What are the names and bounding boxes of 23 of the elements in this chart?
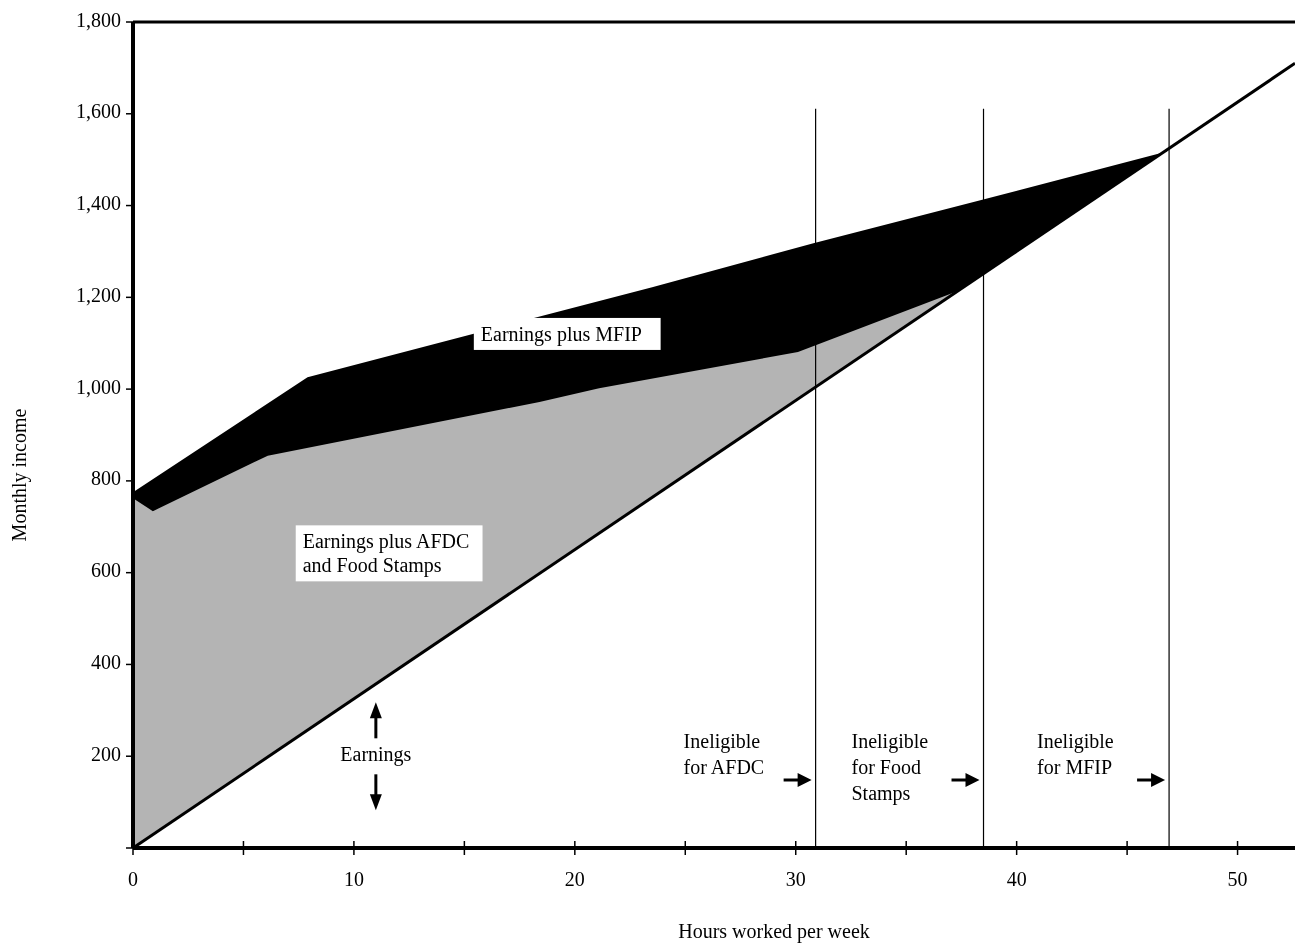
x-tick-label: 20 — [564, 868, 585, 890]
x-tick-label: 10 — [343, 868, 364, 890]
y-tick-label: 1,200 — [76, 283, 121, 306]
ref-line-label: Ineligible for MFIP — [1037, 730, 1114, 778]
y-tick-label: 1,600 — [76, 100, 121, 123]
x-tick-label: 40 — [1006, 868, 1027, 890]
y-tick-label: 1,800 — [76, 8, 121, 31]
y-tick-label: 400 — [91, 651, 121, 674]
x-tick-label: 0 — [128, 868, 138, 890]
series-label: Earnings plus AFDC and Food Stamps — [302, 530, 470, 578]
x-tick-label: 30 — [785, 868, 806, 890]
y-tick-label: 1,400 — [76, 192, 121, 215]
y-tick-label: 600 — [91, 559, 121, 582]
series-label: Earnings plus MFIP — [480, 322, 642, 346]
annotation: Earnings — [340, 742, 412, 766]
ref-line-label: Ineligible for AFDC — [683, 730, 765, 778]
x-axis-title: Hours worked per week — [678, 920, 870, 943]
y-tick-label: 800 — [91, 467, 121, 490]
y-tick-label: 1,000 — [76, 375, 121, 398]
ref-line-label: Ineligible for Food Stamps — [851, 730, 929, 805]
y-tick-label: 200 — [91, 742, 121, 765]
x-tick-label: 50 — [1227, 868, 1248, 890]
y-axis-title: Monthly income — [8, 408, 31, 542]
